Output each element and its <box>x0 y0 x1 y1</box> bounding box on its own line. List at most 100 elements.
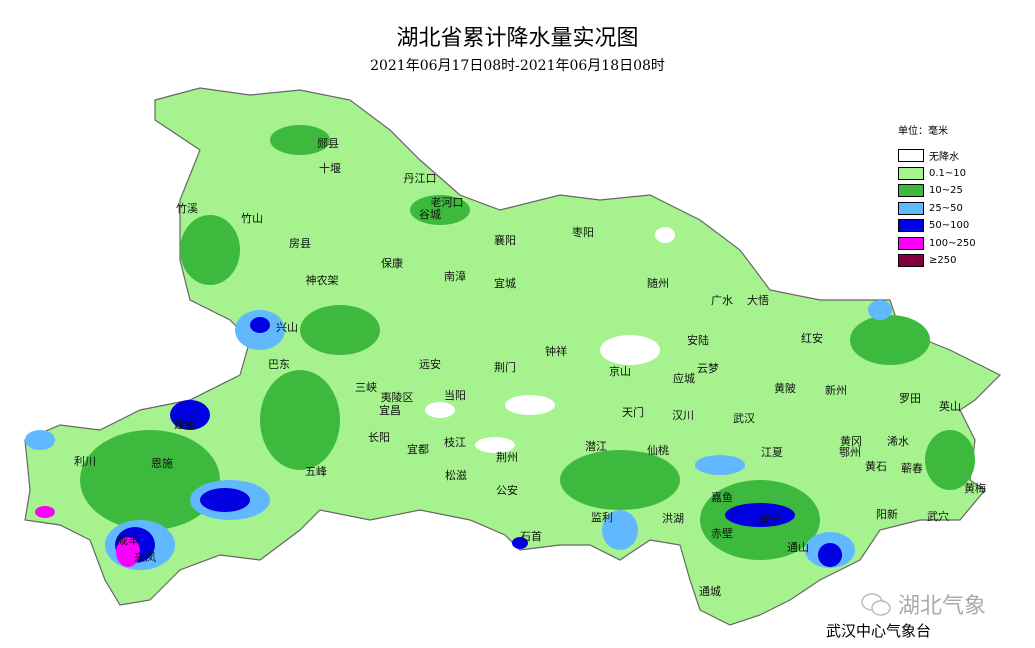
city-label: 武穴 <box>927 509 949 523</box>
legend-swatch <box>898 166 924 180</box>
city-label: 五峰 <box>305 465 327 478</box>
legend-swatch <box>898 184 924 198</box>
city-label: 监利 <box>591 511 613 524</box>
legend-label: 无降水 <box>929 152 959 164</box>
city-label: 保康 <box>381 256 403 270</box>
city-label: 老河口 <box>431 196 464 209</box>
city-label: 京山 <box>609 364 631 378</box>
city-label: 南漳 <box>444 269 466 283</box>
city-label: 夷陵区 <box>381 391 414 404</box>
rain-50-100-areas <box>115 317 842 567</box>
rain-100-250-areas <box>35 506 140 567</box>
legend-item: 0.1~10 <box>898 165 976 183</box>
city-label: 阳新 <box>876 507 898 521</box>
city-label: 安陆 <box>687 333 709 347</box>
city-label: 潜江 <box>585 439 607 453</box>
city-label: 郧县 <box>317 137 339 150</box>
city-label: 竹溪 <box>176 201 198 215</box>
credit: 武汉中心气象台 <box>826 622 932 640</box>
legend-swatch <box>898 201 924 215</box>
legend-label: ≥250 <box>929 255 957 267</box>
city-label: 随州 <box>647 276 669 290</box>
city-label: 远安 <box>419 357 441 371</box>
city-label: 新州 <box>825 383 847 397</box>
city-label: 当阳 <box>444 388 466 402</box>
city-label: 利川 <box>74 455 96 468</box>
legend: 单位：毫米 无降水 0.1~10 10~25 25~50 50~100 100~250 ≥2… <box>898 122 976 270</box>
city-label: 嘉鱼 <box>711 490 733 504</box>
city-label: 石首 <box>520 529 542 543</box>
legend-unit: 单位：毫米 <box>898 126 948 137</box>
city-label: 蕲春 <box>901 462 923 475</box>
city-label: 通城 <box>699 585 721 598</box>
wechat-icon <box>861 593 891 616</box>
city-label: 黄陂 <box>774 381 796 395</box>
legend-item: ≥250 <box>898 252 976 270</box>
city-label: 赤壁 <box>711 526 733 540</box>
city-label: 兴山 <box>276 321 298 334</box>
map-subtitle: 2021年06月17日08时-2021年06月18日08时 <box>370 58 665 74</box>
city-label: 建始 <box>174 417 196 431</box>
legend-swatch <box>898 219 924 233</box>
city-label: 荆门 <box>494 360 516 374</box>
city-label: 竹山 <box>241 211 263 225</box>
city-label: 应城 <box>673 371 695 385</box>
city-label: 长阳 <box>368 431 390 444</box>
city-label: 黄石 <box>865 459 887 473</box>
city-label: 房县 <box>289 237 311 250</box>
legend-label: 50~100 <box>929 220 970 232</box>
city-label: 红安 <box>801 331 823 345</box>
city-label: 宜城 <box>494 276 516 290</box>
city-label: 枝江 <box>444 435 466 449</box>
city-label: 公安 <box>496 483 518 497</box>
city-label: 恩施 <box>151 457 173 470</box>
legend-swatch <box>898 236 924 250</box>
city-label: 通山 <box>787 541 809 554</box>
map-title: 湖北省累计降水量实况图 <box>396 26 639 51</box>
city-label: 英山 <box>939 399 961 413</box>
legend-item: 25~50 <box>898 200 976 218</box>
legend-item: 10~25 <box>898 182 976 200</box>
rain-10-25-areas <box>80 125 975 560</box>
city-label: 谷城 <box>419 208 441 221</box>
city-label: 荆州 <box>496 451 518 464</box>
no-rain-areas <box>425 227 675 453</box>
watermark-text: 湖北气象 <box>898 594 987 619</box>
city-label: 黄梅 <box>964 481 986 495</box>
city-label: 十堰 <box>319 161 341 175</box>
city-label: 巴东 <box>268 358 290 371</box>
legend-label: 25~50 <box>929 202 963 214</box>
city-label: 黄冈 <box>840 434 862 448</box>
legend-swatch <box>898 254 924 268</box>
city-label: 广水 <box>711 294 733 307</box>
watermark: 湖北气象 <box>860 588 986 620</box>
city-label: 浠水 <box>887 434 909 448</box>
legend-label: 10~25 <box>929 185 963 197</box>
legend-item: 100~250 <box>898 235 976 253</box>
city-label: 洪湖 <box>662 511 684 525</box>
city-label: 罗田 <box>899 392 921 405</box>
city-label: 丹江口 <box>404 172 437 185</box>
city-label: 钟祥 <box>545 344 567 358</box>
city-label: 武汉 <box>733 412 755 425</box>
city-label: 汉川 <box>672 409 694 422</box>
legend-swatch <box>898 149 924 163</box>
legend-item: 50~100 <box>898 217 976 235</box>
city-label: 宜昌 <box>379 403 401 417</box>
city-label: 仙桃 <box>647 443 669 457</box>
city-label: 天门 <box>622 405 644 419</box>
city-label: 云梦 <box>697 362 719 375</box>
city-label: 来凤 <box>134 551 156 564</box>
city-label: 江夏 <box>761 446 783 459</box>
city-label: 松滋 <box>445 468 467 482</box>
city-label: 宜都 <box>407 442 429 456</box>
city-label: 三峡 <box>355 380 377 394</box>
city-label: 咸丰 <box>117 534 139 547</box>
legend-item: 无降水 <box>898 147 976 165</box>
city-label: 神农架 <box>306 273 339 287</box>
legend-label: 0.1~10 <box>929 167 967 179</box>
city-label: 咸宁 <box>759 512 781 526</box>
